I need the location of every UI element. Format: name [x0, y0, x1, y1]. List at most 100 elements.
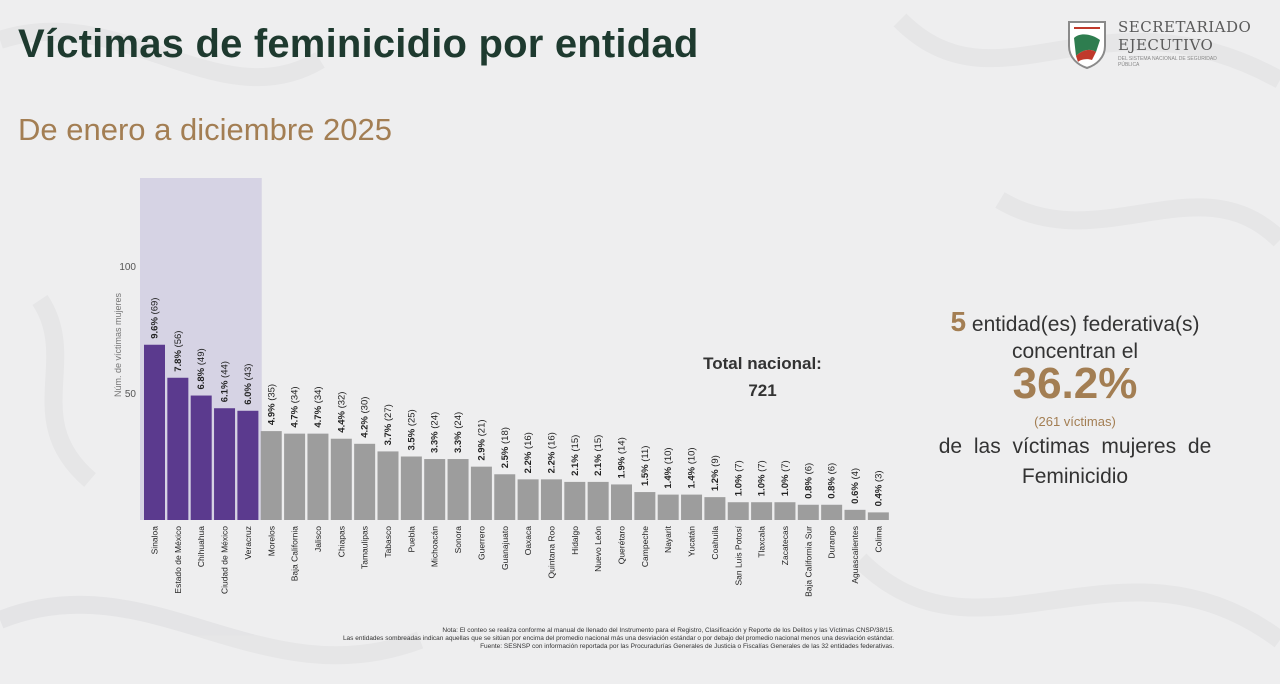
footnote-line2: Las entidades sombreadas indican aquella… — [342, 635, 894, 642]
x-tick-label: Zacatecas — [780, 526, 790, 565]
data-label-percent: 4.9% — [266, 401, 277, 425]
bar — [214, 408, 236, 520]
data-label-percent: 1.5% — [640, 462, 651, 486]
x-tick-label: Guerrero — [476, 526, 486, 560]
data-label-percent: 7.8% — [173, 347, 184, 371]
bar — [167, 377, 189, 520]
y-tick-label: 50 — [125, 389, 137, 400]
bar — [797, 504, 819, 520]
bar — [144, 344, 165, 520]
x-tick-label: Estado de México — [173, 526, 183, 594]
data-label-count: (7) — [733, 460, 744, 472]
data-label: 1.5% (11) — [640, 446, 651, 487]
bar — [284, 433, 306, 520]
bar — [470, 466, 492, 520]
data-label-percent: 4.2% — [360, 414, 371, 438]
bar — [354, 443, 376, 520]
data-label-count: (16) — [546, 432, 557, 449]
data-label: 1.9% (14) — [617, 437, 628, 478]
data-label-percent: 0.8% — [827, 474, 838, 498]
x-tick-label: Guanajuato — [500, 526, 510, 570]
x-tick-label: Morelos — [266, 526, 276, 556]
x-tick-label: Colima — [873, 526, 883, 553]
x-tick-label: Oaxaca — [523, 526, 533, 556]
x-tick-label: Sinaloa — [150, 526, 160, 555]
x-tick-label: Aguascalientes — [850, 526, 860, 584]
x-tick-label: Puebla — [406, 526, 416, 553]
bar — [400, 456, 422, 520]
data-label-count: (35) — [266, 384, 277, 401]
data-label-percent: 4.7% — [313, 403, 324, 427]
data-label: 1.0% (7) — [780, 460, 791, 496]
data-label: 7.8% (56) — [173, 331, 184, 372]
data-label: 1.4% (10) — [663, 447, 674, 488]
data-label: 4.2% (30) — [360, 397, 371, 438]
data-label-count: (34) — [313, 386, 324, 403]
x-tick-label: Tabasco — [383, 526, 393, 558]
summary-line2: concentran el — [1011, 340, 1139, 363]
data-label: 2.1% (15) — [593, 435, 604, 476]
bar — [751, 502, 773, 520]
data-label-percent: 4.4% — [336, 408, 347, 432]
data-label-count: (43) — [243, 364, 254, 381]
total-label: Total nacional: — [703, 354, 822, 373]
data-label-count: (11) — [640, 446, 651, 462]
data-label-count: (15) — [570, 435, 581, 452]
data-label-percent: 0.8% — [803, 474, 814, 498]
footnote: Nota: El conteo se realiza conforme al m… — [150, 627, 894, 651]
bar — [774, 502, 796, 520]
data-label-count: (44) — [220, 361, 231, 378]
bar — [447, 459, 469, 520]
data-label-percent: 1.9% — [617, 454, 628, 478]
data-label-count: (10) — [687, 447, 698, 464]
data-label-percent: 2.5% — [500, 444, 511, 468]
data-label-count: (3) — [873, 470, 884, 482]
data-label: 1.4% (10) — [687, 447, 698, 488]
x-tick-label: Jalisco — [313, 526, 323, 552]
page-title: Víctimas de feminicidio por entidad — [18, 22, 699, 66]
data-label-count: (7) — [780, 460, 791, 472]
data-label: 1.0% (7) — [733, 460, 744, 496]
summary-panel: 5 entidad(es) federativa(s) concentran e… — [900, 300, 1250, 489]
x-tick-label: Chihuahua — [196, 526, 206, 567]
data-label-count: (9) — [710, 455, 721, 467]
data-label-count: (34) — [290, 386, 301, 403]
x-tick-label: San Luis Potosí — [733, 525, 743, 585]
footnote-line3: Fuente: SESNSP con información reportada… — [480, 643, 894, 650]
data-label-count: (21) — [476, 419, 487, 436]
logo-title-line2: EJECUTIVO — [1118, 36, 1214, 54]
data-label-percent: 2.2% — [523, 449, 534, 473]
data-label: 4.7% (34) — [290, 386, 301, 427]
data-label: 4.7% (34) — [313, 386, 324, 427]
data-label-count: (7) — [757, 460, 768, 472]
data-label-count: (49) — [196, 348, 207, 365]
data-label-count: (14) — [617, 437, 628, 454]
data-label: 9.6% (69) — [150, 298, 161, 339]
summary-line3: de las víctimas mujeres de — [938, 435, 1212, 458]
x-tick-label: Baja California Sur — [803, 526, 813, 597]
data-label-percent: 3.5% — [406, 426, 417, 450]
data-label-percent: 2.1% — [570, 452, 581, 476]
logo-title-line1: SECRETARIADO — [1118, 18, 1252, 36]
data-label: 0.4% (3) — [873, 470, 884, 506]
x-tick-label: Nayarit — [663, 525, 673, 553]
data-label: 2.5% (18) — [500, 427, 511, 468]
data-label: 2.2% (16) — [523, 432, 534, 473]
data-label: 3.3% (24) — [453, 412, 464, 453]
summary-percent: 36.2% — [1012, 359, 1138, 408]
x-tick-label: Tamaulipas — [360, 526, 370, 569]
page-subtitle: De enero a diciembre 2025 — [18, 112, 392, 147]
data-label-count: (32) — [336, 392, 347, 409]
y-axis-label: Núm. de víctimas mujeres — [113, 292, 123, 397]
bar — [844, 509, 866, 520]
x-tick-label: Michoacán — [430, 526, 440, 567]
data-label-count: (25) — [406, 409, 417, 426]
bar — [634, 492, 656, 520]
x-tick-label: Quintana Roo — [546, 526, 556, 579]
x-tick-label: Querétaro — [617, 526, 627, 565]
bar — [657, 494, 679, 520]
data-label: 2.1% (15) — [570, 435, 581, 476]
bar — [611, 484, 632, 520]
